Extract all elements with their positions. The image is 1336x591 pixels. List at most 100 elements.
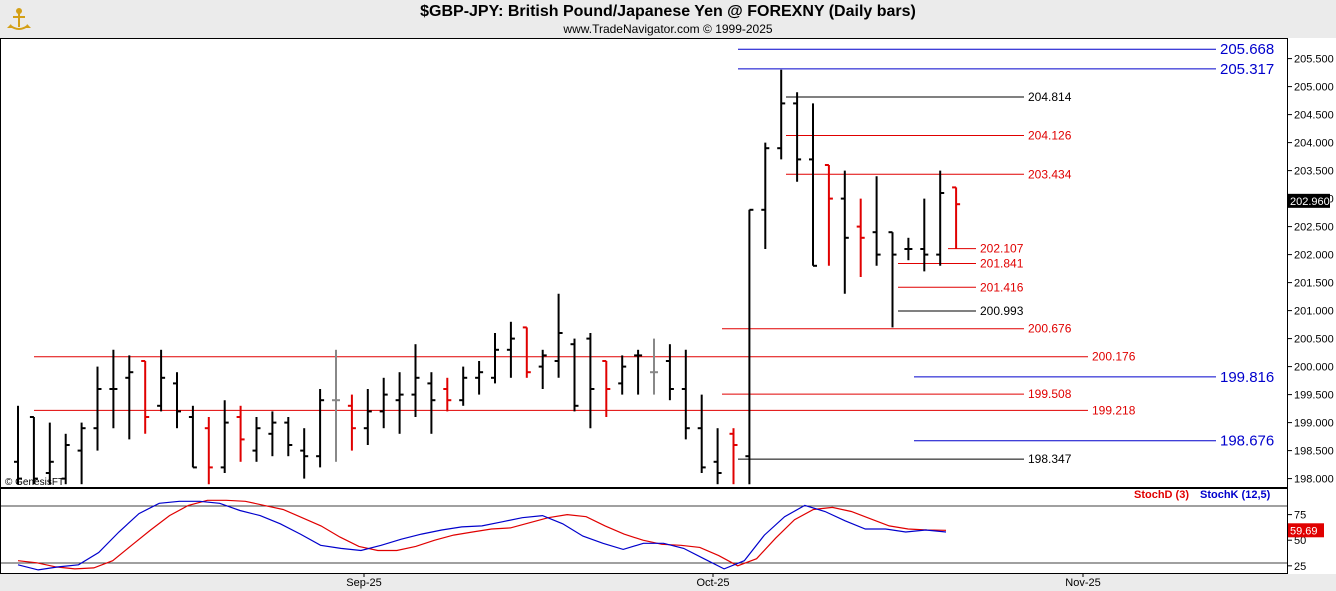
ohlc-bar	[634, 349, 643, 395]
stochastic-panel: 75 50 25 59.69 StochD (3) StochK (12,5)	[0, 488, 1324, 574]
ohlc-bar	[45, 422, 54, 485]
ohlc-bar	[395, 372, 404, 434]
current-price-label: 202.960	[1290, 196, 1330, 208]
level-label-200-176: 200.176	[1092, 350, 1136, 364]
ohlc-bar	[29, 416, 38, 485]
ohlc-bar	[173, 372, 181, 429]
ohlc-bar	[650, 338, 658, 395]
stoch-legend: StochD (3) StochK (12,5)	[1134, 489, 1271, 501]
ohlc-bar	[777, 69, 786, 160]
ohlc-bar	[379, 377, 388, 429]
ohlc-bar	[316, 389, 325, 468]
ohlc-bar	[157, 349, 166, 412]
stoch-axis-label: 25	[1294, 561, 1306, 573]
price-axis-label: 202.500	[1294, 222, 1334, 234]
stoch-d-line	[17, 499, 947, 570]
ohlc-bar	[220, 400, 229, 473]
ohlc-bar	[713, 428, 722, 485]
level-label-201-416: 201.416	[980, 280, 1024, 294]
price-axis-label: 200.000	[1294, 362, 1334, 374]
time-axis: Sep-25 Oct-25 Nov-25	[0, 574, 1336, 591]
ohlc-bar	[888, 231, 897, 328]
price-axis-label: 200.500	[1294, 334, 1334, 346]
price-axis-label: 201.500	[1294, 278, 1334, 290]
ohlc-bar	[427, 372, 436, 434]
ohlc-bar	[697, 394, 706, 473]
level-label-204-814: 204.814	[1028, 90, 1072, 104]
price-axis-label: 204.500	[1294, 110, 1334, 122]
level-label-203-434: 203.434	[1028, 167, 1072, 181]
price-axis-label: 199.500	[1294, 390, 1334, 402]
ohlc-bar	[824, 164, 833, 266]
ohlc-bar	[236, 405, 245, 462]
ohlc-bar	[793, 92, 802, 182]
ohlc-bar	[252, 417, 261, 462]
ohlc-bar	[188, 405, 197, 469]
price-panel: 205.668 205.317 204.814 204.126 203.434 202.1…	[0, 38, 1334, 488]
ohlc-bar	[300, 428, 309, 479]
ohlc-bar	[665, 344, 674, 401]
stoch-k-line	[17, 500, 947, 571]
level-label-200-993: 200.993	[980, 304, 1024, 318]
time-axis-label: Sep-25	[346, 577, 381, 589]
stoch-current-label: 59.69	[1290, 525, 1318, 537]
ohlc-bar	[745, 208, 754, 485]
ohlc-bar	[856, 198, 865, 277]
ohlc-bar	[538, 349, 547, 389]
ohlc-bar	[141, 360, 150, 434]
ohlc-bar	[475, 361, 484, 395]
price-axis-label: 198.000	[1294, 474, 1334, 486]
ohlc-bar	[491, 333, 499, 384]
ohlc-bar	[952, 186, 961, 249]
genesis-logo-icon	[4, 4, 34, 34]
stoch-lines-layer	[17, 499, 947, 571]
ohlc-bar	[681, 349, 690, 440]
price-axis: 205.500205.000204.500204.000203.500203.0…	[1287, 54, 1334, 486]
watermark: © GenesisFT	[5, 477, 64, 488]
ohlc-bar	[284, 417, 293, 457]
price-axis-label: 202.000	[1294, 250, 1334, 262]
ohlc-bar	[93, 366, 102, 451]
ohlc-bar	[204, 417, 213, 485]
ohlc-bar	[570, 338, 579, 412]
ohlc-bar	[840, 170, 849, 294]
ohlc-bar	[332, 349, 340, 462]
ohlc-bar	[506, 321, 515, 378]
ohlc-bar	[77, 422, 86, 485]
price-axis-label: 205.500	[1294, 54, 1334, 66]
level-label-205-668: 205.668	[1220, 41, 1274, 58]
level-label-199-816: 199.816	[1220, 369, 1274, 386]
ohlc-bar	[363, 389, 372, 445]
price-axis-label: 199.000	[1294, 418, 1334, 430]
ohlc-bar	[729, 428, 738, 485]
ohlc-bar	[554, 293, 563, 378]
legend-stoch-k: StochK (12,5)	[1200, 489, 1271, 501]
chart-subtitle: www.TradeNavigator.com © 1999-2025	[563, 22, 773, 36]
time-axis-label: Oct-25	[696, 577, 729, 589]
ohlc-bar	[618, 355, 627, 395]
ohlc-bar	[761, 142, 770, 249]
ohlc-bar	[586, 333, 595, 429]
price-axis-label: 203.500	[1294, 166, 1334, 178]
ohlc-bar	[61, 433, 70, 485]
ohlc-bar	[522, 326, 531, 378]
levels-layer: 205.668 205.317 204.814 204.126 203.434 202.1…	[34, 41, 1274, 466]
price-axis-label: 201.000	[1294, 306, 1334, 318]
level-label-201-841: 201.841	[980, 257, 1024, 271]
ohlc-bar	[602, 360, 611, 417]
ohlc-bar	[268, 411, 277, 457]
stoch-current-marker	[1288, 523, 1324, 538]
ohlc-bar	[125, 355, 134, 440]
legend-stoch-d: StochD (3)	[1134, 489, 1189, 501]
ohlc-bar	[809, 103, 817, 267]
chart-header: $GBP-JPY: British Pound/Japanese Yen @ F…	[0, 0, 1336, 38]
ohlc-bar	[459, 366, 468, 406]
time-axis-band	[0, 574, 1336, 591]
level-label-202-107: 202.107	[980, 242, 1024, 256]
ohlc-bar	[443, 377, 452, 412]
bars-layer	[14, 69, 961, 485]
ohlc-bar	[904, 237, 913, 261]
level-label-199-508: 199.508	[1028, 387, 1072, 401]
stoch-axis-label: 75	[1294, 510, 1306, 522]
